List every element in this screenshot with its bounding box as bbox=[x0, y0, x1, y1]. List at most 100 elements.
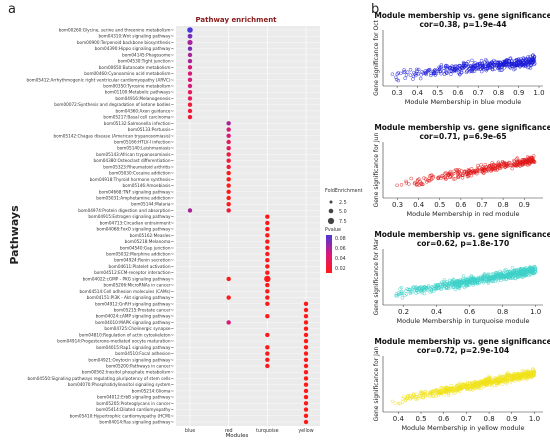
scatter-point bbox=[509, 377, 514, 382]
scatter-point bbox=[410, 290, 415, 294]
dotplot-point bbox=[187, 114, 193, 120]
pathway-label: bom05132:Salmonella infection~ bbox=[104, 121, 175, 126]
scatter-point bbox=[490, 65, 494, 70]
scatter-point bbox=[497, 379, 502, 383]
scatter-point bbox=[512, 158, 516, 163]
pathway-label: bom05206:MicroRNAs in cancer~ bbox=[103, 283, 174, 288]
scatter-point bbox=[442, 278, 447, 282]
scatter-point bbox=[524, 376, 528, 380]
scatter-point bbox=[429, 287, 433, 291]
scatter-point bbox=[411, 77, 415, 81]
scatter-point bbox=[414, 183, 419, 187]
scatter-point bbox=[451, 285, 456, 290]
dotplot-point bbox=[265, 301, 270, 306]
scatter-point bbox=[461, 274, 466, 278]
scatter-point bbox=[452, 69, 457, 74]
scatter-point bbox=[496, 276, 500, 281]
scatter-point bbox=[489, 379, 493, 384]
scatter-point bbox=[462, 63, 466, 68]
dotplot-point bbox=[187, 77, 193, 82]
scatter-point bbox=[455, 386, 460, 391]
scatter-point bbox=[476, 67, 481, 71]
pathway-label: bom04921:Oxytocin signaling pathway~ bbox=[88, 357, 174, 362]
scatter-point bbox=[400, 290, 404, 294]
pathway-label: bom04012:ErbB signaling pathway~ bbox=[97, 395, 174, 400]
pathway-labels: bom00260:Glycine, serine and threonine m… bbox=[26, 28, 174, 425]
dotplot-point bbox=[226, 158, 231, 163]
scatter-point bbox=[520, 275, 525, 279]
scatter-point bbox=[507, 59, 511, 63]
pathway-label: bom05412:Arrhythmogenic right ventricula… bbox=[26, 77, 174, 82]
scatter-point bbox=[532, 54, 537, 59]
pathway-label: bom00650:Butanoate metabolism~ bbox=[99, 65, 175, 70]
scatter-x-label: Module Membership in blue module bbox=[405, 98, 521, 106]
scatter-point bbox=[518, 374, 522, 378]
dotplot-point bbox=[265, 220, 270, 226]
scatter-point bbox=[398, 401, 402, 406]
scatter-x-tick-label: 0.7 bbox=[461, 415, 472, 423]
scatter-point bbox=[520, 163, 524, 167]
pathway-label: bom05166:HTLV-I infection~ bbox=[114, 140, 174, 145]
scatter-point bbox=[504, 267, 508, 272]
dotplot-point bbox=[187, 52, 193, 58]
scatter-point bbox=[492, 276, 496, 280]
scatter-x-tick-label: 0.5 bbox=[434, 201, 445, 209]
scatter-point bbox=[496, 161, 500, 166]
scatter-point bbox=[448, 69, 452, 74]
scatter-x-tick-label: 0.6 bbox=[464, 308, 476, 316]
scatter-point bbox=[399, 291, 404, 295]
scatter-point bbox=[489, 383, 494, 387]
scatter-point bbox=[519, 373, 524, 378]
scatter-point bbox=[408, 290, 412, 294]
scatter-point bbox=[425, 393, 430, 398]
scatter-point bbox=[486, 278, 491, 283]
scatter-point bbox=[418, 76, 423, 81]
scatter-point bbox=[502, 66, 506, 70]
scatter-point bbox=[419, 73, 423, 77]
scatter-x-tick-label: 0.4 bbox=[393, 415, 405, 423]
scatter-point bbox=[485, 382, 489, 386]
scatter-point bbox=[508, 56, 513, 60]
dotplot-point bbox=[187, 39, 193, 46]
scatter-point bbox=[475, 168, 480, 172]
scatter-point bbox=[433, 282, 438, 287]
scatter-point bbox=[419, 395, 423, 400]
scatter-point bbox=[490, 67, 495, 72]
scatter-point bbox=[450, 69, 454, 74]
module-tick-label: yellow bbox=[298, 428, 313, 434]
scatter-point bbox=[441, 390, 446, 395]
scatter-point bbox=[520, 271, 525, 276]
scatter-point bbox=[457, 167, 461, 172]
size-legend-label-1: 2.5 bbox=[339, 200, 347, 206]
scatter-point bbox=[484, 165, 488, 169]
scatter-point bbox=[457, 283, 462, 288]
dotplot-point bbox=[187, 58, 193, 64]
dotplot-point bbox=[187, 33, 193, 39]
scatter-point bbox=[523, 266, 528, 270]
scatter-point bbox=[398, 292, 402, 296]
dotplot-point bbox=[187, 27, 193, 33]
scatter-point bbox=[451, 65, 455, 69]
panel-label-a: a bbox=[8, 2, 16, 17]
scatter-point bbox=[505, 378, 509, 383]
scatter-point bbox=[511, 276, 515, 280]
scatter-point bbox=[400, 291, 405, 296]
scatter-point bbox=[523, 375, 527, 379]
scatter-point bbox=[512, 379, 517, 383]
scatter-point bbox=[501, 63, 506, 68]
scatter-point bbox=[492, 163, 496, 167]
pathway-label: bom04514:Cell adhesion molecules (CAMs)~ bbox=[80, 289, 175, 294]
scatter-x-tick-label: 0.8 bbox=[493, 89, 504, 97]
scatter-subtitle: cor=0.71, p=6.9e-65 bbox=[419, 132, 506, 141]
pathway-label: bom04725:Cholinergic synapse~ bbox=[104, 326, 174, 331]
dotplot-point bbox=[303, 345, 309, 350]
scatter-point bbox=[505, 371, 510, 375]
scatter-point bbox=[522, 63, 527, 67]
scatter-point bbox=[479, 386, 483, 390]
pathway-label: bom04512:ECM-receptor interaction~ bbox=[94, 270, 174, 275]
scatter-point bbox=[499, 275, 504, 279]
scatter-point bbox=[468, 381, 473, 386]
pathway-label: bom04540:Gap junction~ bbox=[120, 245, 175, 250]
scatter-point bbox=[500, 382, 504, 386]
scatter-point bbox=[528, 272, 533, 277]
